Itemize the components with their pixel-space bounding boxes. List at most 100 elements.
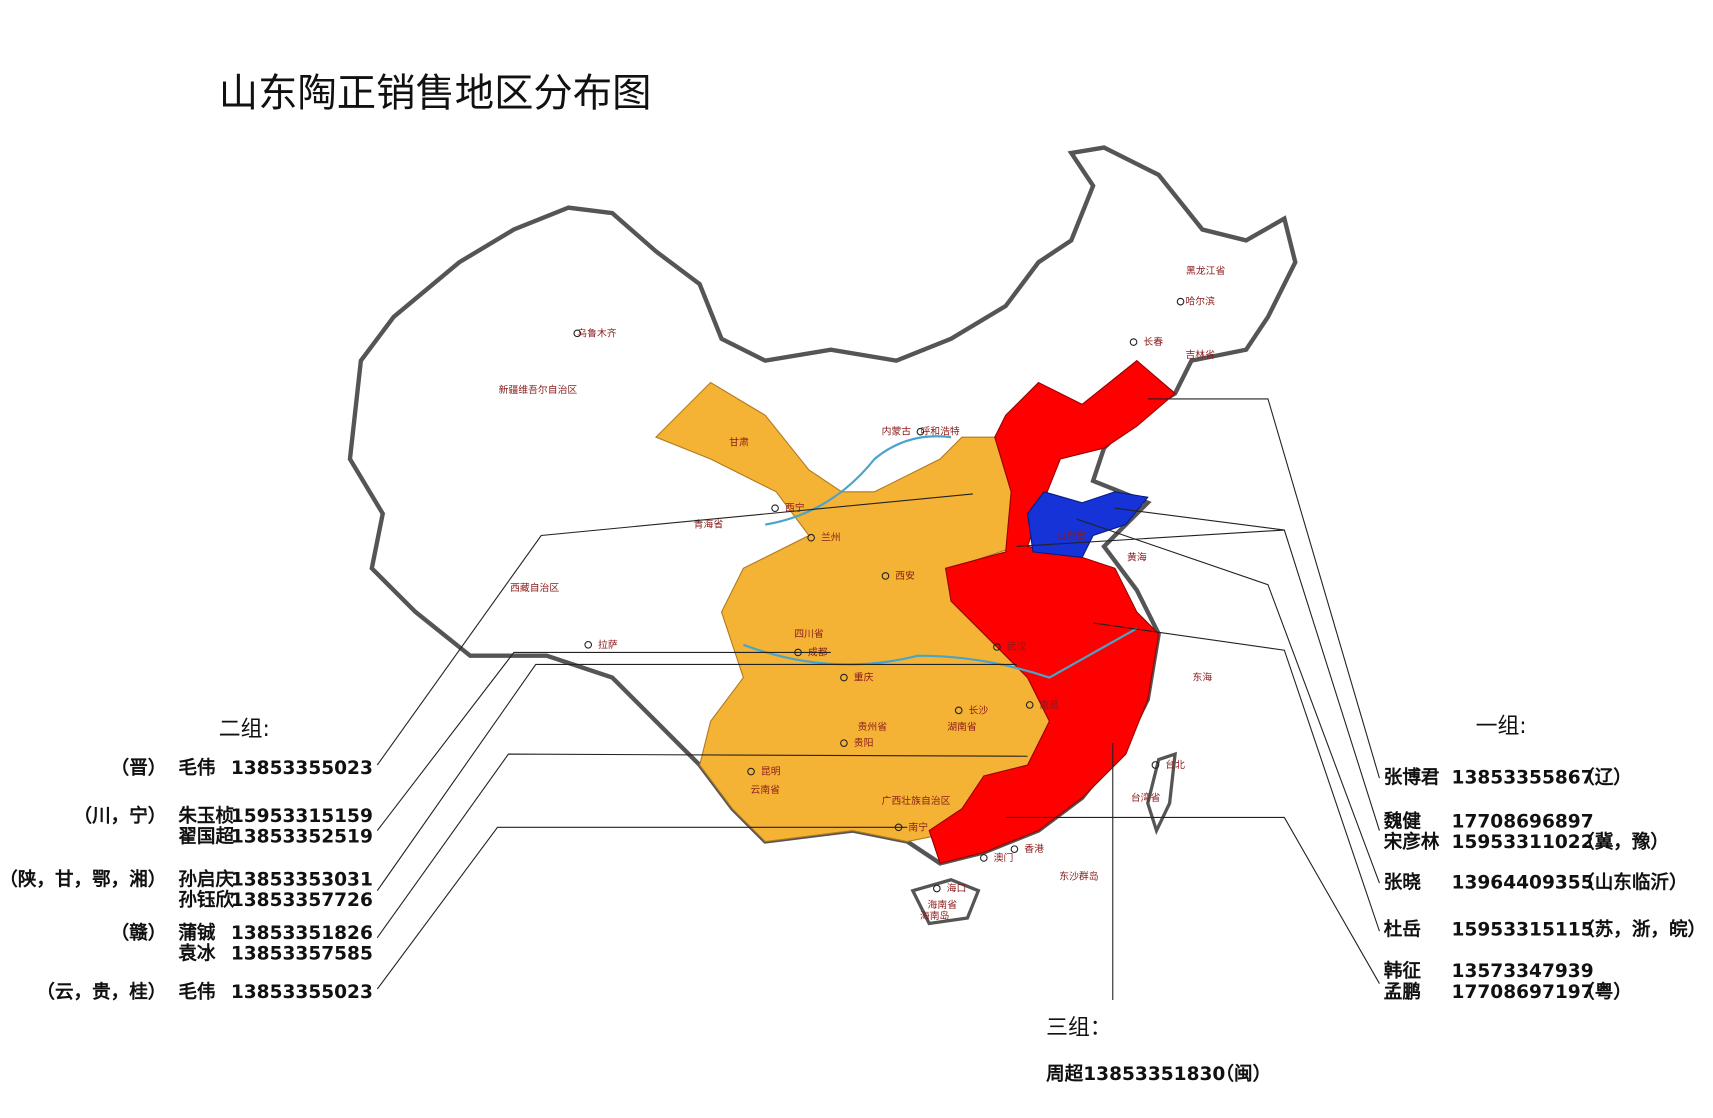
phone: 13573347939 [1452,961,1594,982]
person-name: 孙钰欣 [178,889,234,911]
person-name: 孟鹏 [1384,981,1421,1003]
phone: 13853351830 [1083,1064,1225,1085]
city-dot [1010,845,1019,853]
person-name: 蒲铖 [178,922,216,944]
map-label: 海南省 [928,898,958,911]
region: （山东临沂） [1576,872,1687,894]
region-group-one [928,359,1176,865]
phone: 15953315159 [231,806,373,827]
map-label: 海南岛 [920,909,950,922]
map-label: 武汉 [1007,640,1027,653]
map-label: 拉萨 [598,638,618,651]
city-dot [840,739,848,747]
map-label: 兰州 [821,531,841,544]
city-dot [584,640,593,649]
region: （辽） [1576,767,1632,789]
phone: 13853353031 [231,869,373,890]
map-label: 重庆 [854,671,874,684]
map-label: 香港 [1024,843,1044,855]
map-label: 吉林省 [1185,348,1215,361]
map-label: 西藏自治区 [510,581,559,594]
map-label: 长沙 [969,704,989,716]
phone: 15953315115 [1452,920,1594,941]
map-label: 台北 [1165,758,1185,771]
map-label: 贵阳 [854,736,874,749]
leader-line [1093,622,1380,932]
map-label: 黑龙江省 [1186,264,1225,277]
leader-line [376,651,831,831]
city-dot [1025,701,1034,709]
person-name: 毛伟 [178,981,215,1003]
river [743,435,1138,679]
map-label: 澳门 [994,851,1014,864]
map-label: 台湾省 [1131,791,1161,804]
map-label: 广西壮族自治区 [882,794,951,807]
person-name: 杜岳 [1384,919,1421,941]
person-name: 毛伟 [178,757,215,779]
person-name: 孙启庆 [178,868,234,890]
region: （川，宁） [74,805,167,827]
city-dot [979,854,988,862]
city-dot [916,427,925,436]
region: （粤） [1576,981,1632,1003]
map-label: 甘肃 [729,436,749,449]
phone: 15953311022 [1452,832,1594,853]
map-label: 昆明 [761,766,781,778]
person-name: 张博君 [1384,767,1440,789]
map-label: 呼和浩特 [920,426,959,438]
map-label: 贵州省 [858,720,888,733]
map-label: 青海省 [694,518,724,531]
city-dot [747,767,755,776]
person-name: 周超 [1046,1063,1084,1085]
region: （云，贵，桂） [36,981,166,1003]
phone: 13853357585 [231,944,373,965]
person-name: 张晓 [1384,873,1422,894]
phone: 13964409355 [1452,873,1594,894]
phone: 17708697197 [1452,982,1594,1003]
map-label: 长春 [1143,336,1163,348]
map-label: 湖南省 [947,720,977,733]
map-label: 哈尔滨 [1185,295,1215,308]
leader-line [1076,518,1380,884]
region: （苏，浙，皖） [1576,919,1706,941]
leader-line [376,753,1028,938]
region: （闽） [1216,1063,1272,1085]
map-label: 海口 [947,881,967,894]
region: （赣） [111,922,167,944]
leader-line [1016,507,1380,831]
city-dot [573,329,582,338]
city-dot [933,884,941,893]
phone: 17708696897 [1452,811,1594,832]
leader-line [376,663,1017,891]
leader-line [1147,398,1380,779]
city-dot [1129,338,1138,346]
phone: 13853351826 [231,923,373,944]
phone: 13853352519 [231,827,373,848]
map-label: 新疆维吾尔自治区 [499,383,578,396]
title: 山东陶正销售地区分布图 [219,71,652,117]
city-dot [954,706,963,715]
city-dot [771,504,779,513]
city-dot [807,533,815,542]
group-heading: 三组： [1046,1015,1112,1040]
map-label: 东海 [1193,671,1213,684]
map-label: 西安 [895,569,915,582]
map-label: 黄海 [1127,550,1147,563]
phone: 13853355023 [231,758,373,779]
person-name: 魏健 [1383,810,1422,832]
person-name: 翟国超 [178,826,234,848]
region: （陕，甘，鄂，湘） [0,868,166,890]
city-dot [1151,761,1160,769]
person-name: 袁冰 [177,943,216,965]
leader-line [376,493,973,766]
china-map [347,145,1298,926]
phone: 13853355023 [231,982,373,1003]
map-label: 四川省 [794,627,824,640]
map-label: 南宁 [908,820,928,833]
map-label: 云南省 [751,783,781,796]
person-name: 韩征 [1384,960,1422,982]
city-dot [881,572,890,580]
phone: 13853357726 [231,890,373,911]
region: （冀，豫） [1576,831,1669,853]
